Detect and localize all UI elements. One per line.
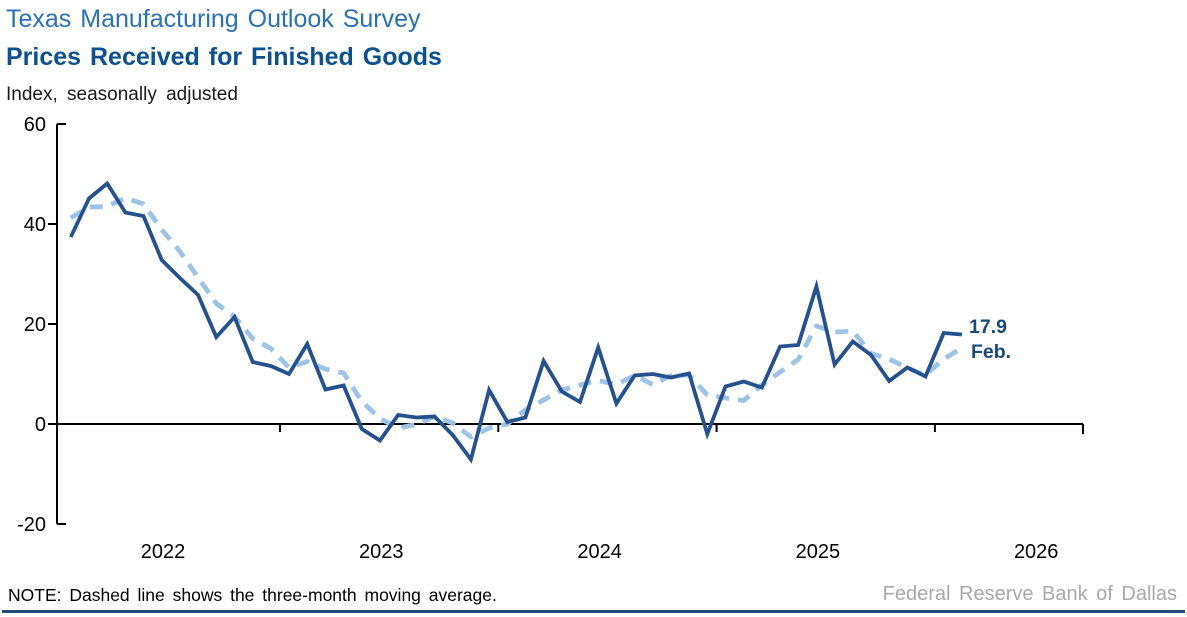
y-axis xyxy=(48,123,66,525)
x-year-label: 2023 xyxy=(359,541,404,563)
x-year-label: 2024 xyxy=(577,541,622,563)
prices-received-line xyxy=(69,180,963,464)
latest-value-label: 17.9 xyxy=(969,316,1007,338)
y-tick-label: 20 xyxy=(24,314,46,336)
latest-month-label: Feb. xyxy=(971,341,1012,363)
x-year-label: 2022 xyxy=(141,541,186,563)
y-tick-label: 0 xyxy=(35,414,46,436)
y-tick-label: -20 xyxy=(17,514,46,536)
y-tick-label: 60 xyxy=(24,114,46,136)
survey-title: Texas Manufacturing Outlook Survey xyxy=(6,5,421,33)
x-year-label: 2025 xyxy=(796,541,841,563)
x-axis xyxy=(57,423,1084,434)
y-tick-label: 40 xyxy=(24,214,46,236)
x-year-label: 2026 xyxy=(1014,541,1059,563)
note-text: NOTE: Dashed line shows the three-month … xyxy=(8,585,497,605)
bottom-divider xyxy=(2,610,1185,613)
chart-title: Prices Received for Finished Goods xyxy=(6,43,442,71)
source-text: Federal Reserve Bank of Dallas xyxy=(882,583,1177,605)
moving-average-line xyxy=(69,195,964,440)
axis-units-caption: Index, seasonally adjusted xyxy=(6,84,238,105)
